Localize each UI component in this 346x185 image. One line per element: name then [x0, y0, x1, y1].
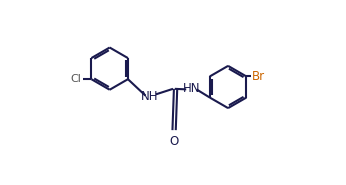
Text: Br: Br — [252, 70, 265, 83]
Text: O: O — [170, 135, 179, 148]
Text: HN: HN — [183, 82, 200, 95]
Text: NH: NH — [141, 90, 159, 103]
Text: Cl: Cl — [70, 74, 81, 84]
